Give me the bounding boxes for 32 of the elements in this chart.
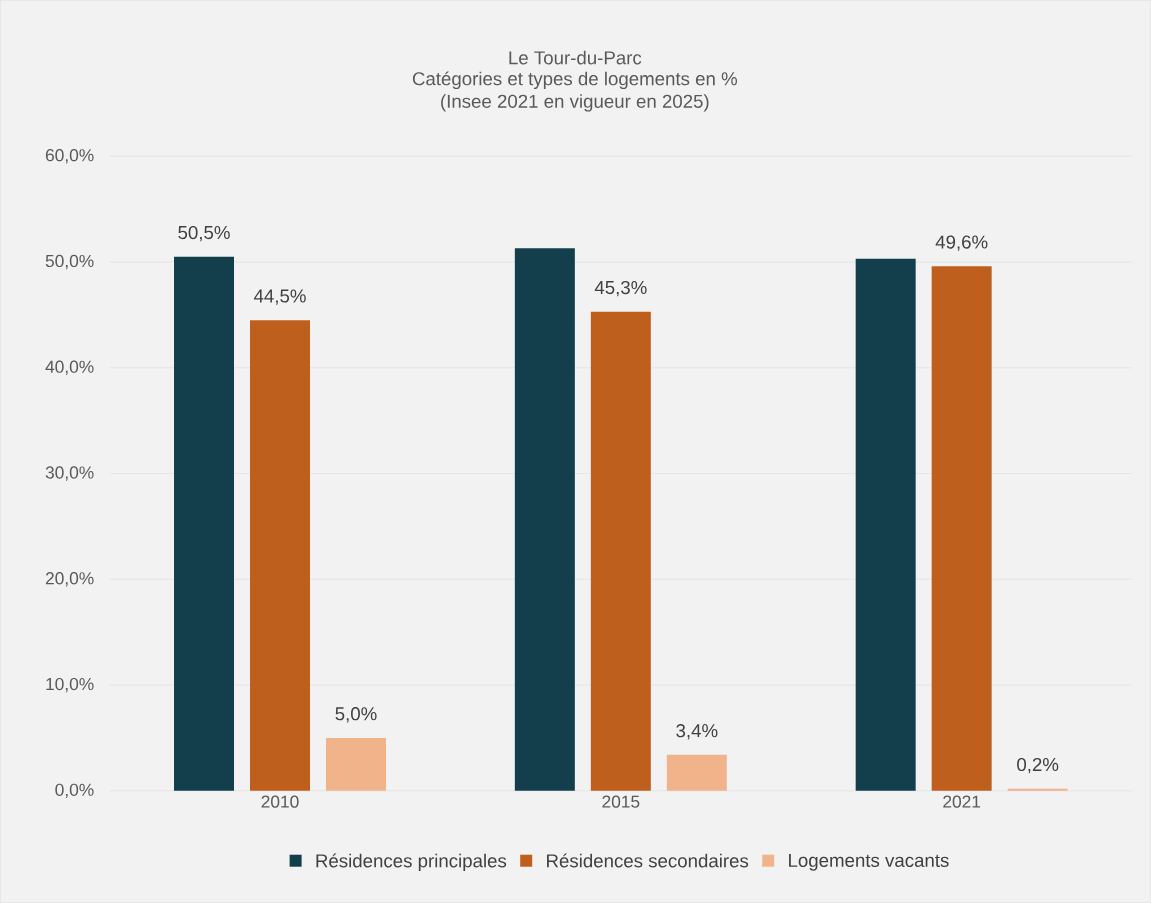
- bar: [325, 737, 386, 791]
- x-tick-label: 2010: [261, 795, 299, 808]
- bar: [931, 266, 992, 791]
- bar: [1007, 788, 1068, 791]
- text: (Insee 2021 en vigueur en 2025): [441, 94, 709, 112]
- data-label: 3,4%: [676, 724, 718, 740]
- chart-subtitle: Catégories et types de logements en %: [412, 71, 738, 90]
- legend-label: Logements vacants: [789, 853, 949, 871]
- bar: [250, 320, 310, 791]
- data-label: 0,2%: [1017, 757, 1059, 774]
- data-label: 50,5%: [178, 225, 230, 242]
- y-tick-label: 60,0%: [45, 149, 94, 164]
- y-tick-label: 50,0%: [45, 254, 94, 270]
- bar: [855, 258, 916, 791]
- data-label: 45,3%: [594, 280, 647, 297]
- y-tick-label: 10,0%: [46, 677, 94, 693]
- y-tick-label: 30,0%: [45, 466, 94, 481]
- x-tick-label: 2015: [602, 795, 640, 808]
- data-label: 44,5%: [253, 289, 306, 305]
- legend-label: Résidences secondaires: [547, 853, 749, 868]
- bar: [590, 311, 651, 791]
- chart-title: Le Tour-du-Parc: [509, 50, 642, 65]
- x-tick-label: 2021: [943, 795, 981, 808]
- bar: [666, 754, 727, 791]
- bar: [174, 256, 235, 791]
- data-label: 5,0%: [335, 707, 377, 723]
- y-tick-label: 40,0%: [45, 360, 94, 375]
- data-label: 49,6%: [935, 235, 988, 251]
- legend-label: Résidences principales: [316, 853, 507, 872]
- y-tick-label: 20,0%: [45, 572, 94, 587]
- y-tick-label: 0,0%: [55, 783, 94, 798]
- bar: [514, 248, 575, 791]
